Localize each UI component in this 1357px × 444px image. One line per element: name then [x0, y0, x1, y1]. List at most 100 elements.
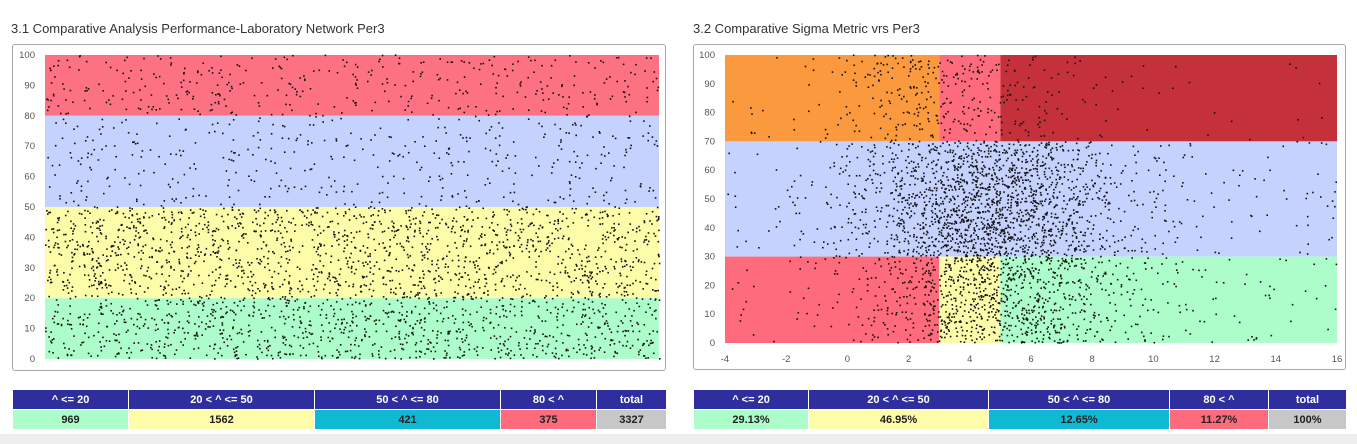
chart1-point [170, 153, 172, 155]
chart1-point [420, 62, 422, 64]
chart1-point [259, 347, 261, 350]
chart1-point [268, 298, 271, 301]
chart1-point [348, 208, 351, 211]
chart1-point [69, 305, 71, 307]
chart1-point [233, 351, 236, 354]
chart1-point [606, 231, 609, 233]
chart1-point [214, 230, 217, 233]
chart1-point [220, 296, 222, 299]
chart1-point [256, 258, 258, 260]
chart2-point [1147, 309, 1149, 312]
chart1-point [461, 308, 464, 310]
chart1-point [225, 170, 228, 172]
chart2-point [980, 326, 983, 328]
chart2-point [1015, 304, 1017, 307]
chart1-point [431, 260, 433, 262]
chart1-point [422, 61, 425, 63]
chart2-point [982, 237, 985, 239]
chart1-point [155, 109, 157, 111]
chart1-point [243, 233, 245, 235]
chart2-point [917, 178, 919, 180]
chart1-point [64, 347, 66, 349]
chart1-point [108, 269, 111, 271]
chart1-point [387, 316, 390, 318]
chart1-point [605, 320, 608, 322]
chart2-point [1004, 294, 1007, 297]
chart2-point [1018, 178, 1020, 181]
chart1-point [421, 214, 424, 217]
chart2-point [1305, 197, 1307, 200]
chart2-point [1263, 179, 1265, 182]
chart1-point [506, 213, 509, 216]
chart2-point [1043, 322, 1045, 324]
chart1-point [556, 316, 558, 318]
chart1-point [221, 332, 223, 335]
chart1-point [588, 114, 590, 116]
chart2-point [974, 230, 976, 232]
chart1-point [327, 336, 330, 339]
chart1-point [202, 305, 205, 307]
chart1-point [365, 331, 367, 333]
chart1-point [204, 253, 207, 255]
chart1-point [443, 306, 446, 309]
chart1-point [288, 82, 290, 85]
chart2-point [985, 188, 987, 190]
chart2-point [1095, 159, 1098, 162]
chart2-point [997, 286, 1000, 288]
chart1-point [507, 338, 510, 341]
chart1-point [343, 247, 346, 249]
chart2-point [900, 223, 903, 225]
chart1-point [470, 323, 472, 325]
chart2-point [797, 312, 800, 314]
chart1-point [151, 108, 153, 111]
chart1-point [171, 213, 174, 216]
chart1-point [264, 211, 267, 214]
chart2-point [934, 145, 937, 148]
chart1-point [513, 354, 516, 356]
chart1-point [590, 272, 592, 275]
chart1-point [50, 342, 53, 344]
chart1-point [579, 279, 582, 281]
chart1-point [182, 303, 184, 305]
chart1-point [328, 176, 330, 179]
chart1-point [250, 270, 252, 273]
chart1-point [615, 311, 617, 314]
chart1-point [283, 278, 286, 281]
chart1-point [170, 64, 172, 66]
chart1-point [655, 278, 657, 281]
chart1-point [403, 291, 406, 294]
chart1-point [140, 316, 142, 318]
chart1-point [391, 337, 393, 340]
chart1-point [215, 268, 217, 271]
chart1-point [534, 329, 536, 331]
chart1-point [285, 339, 287, 341]
chart1-point [420, 251, 423, 253]
chart1-point [575, 277, 577, 279]
chart1-point [104, 284, 107, 287]
chart1-point [302, 347, 305, 349]
chart1-point [164, 219, 167, 221]
chart2-point [1076, 222, 1078, 224]
chart1-point [614, 229, 616, 231]
chart1-point [453, 296, 455, 299]
chart1-point [171, 198, 174, 200]
chart2-point [926, 263, 928, 266]
chart1-point [318, 355, 320, 358]
chart2-point [1017, 293, 1019, 295]
chart1-point [360, 285, 362, 287]
chart1-point [423, 318, 426, 320]
chart2-point [899, 296, 901, 299]
chart2-point [1181, 261, 1184, 263]
chart1-point [123, 279, 125, 282]
chart2-point [1106, 229, 1108, 232]
chart2-point [1020, 299, 1023, 302]
chart1-point [207, 228, 210, 231]
chart2-point [1030, 329, 1033, 331]
chart1-point [421, 259, 424, 261]
chart1-point [559, 227, 562, 230]
chart1-point [467, 229, 469, 232]
chart2-point [954, 260, 956, 262]
chart1-point [221, 238, 223, 241]
chart1-point [267, 349, 270, 352]
chart2-point [919, 228, 922, 230]
